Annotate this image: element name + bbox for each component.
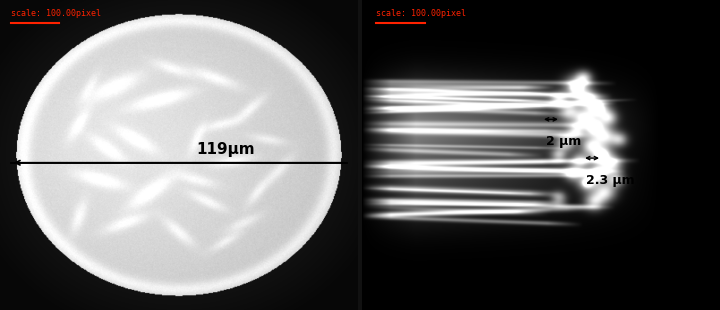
- Text: 2 μm: 2 μm: [546, 135, 582, 148]
- Text: scale: 100.00pixel: scale: 100.00pixel: [11, 8, 101, 17]
- Text: 2.3 μm: 2.3 μm: [586, 174, 634, 187]
- Text: 119μm: 119μm: [196, 142, 255, 157]
- Text: scale: 100.00pixel: scale: 100.00pixel: [377, 8, 467, 17]
